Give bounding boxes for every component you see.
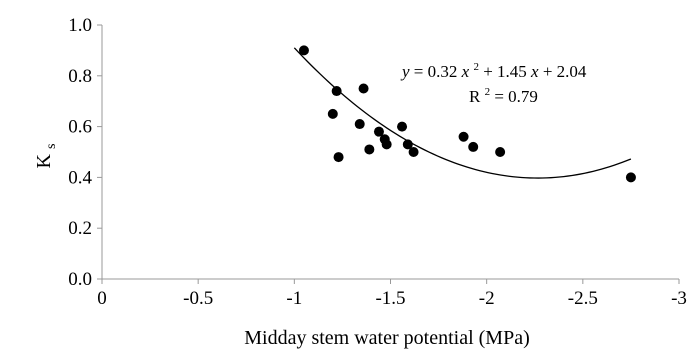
- x-tick-label: -2.5: [568, 288, 598, 309]
- r-squared: R 2 = 0.79: [469, 80, 538, 106]
- y-axis-title: K s: [33, 144, 59, 169]
- x-tick-label: -1.5: [375, 288, 405, 309]
- r2-sup: 2: [485, 86, 491, 98]
- data-point: [298, 45, 309, 56]
- trendline: [293, 47, 632, 179]
- y-title-main: K: [33, 153, 55, 168]
- data-point: [397, 121, 408, 132]
- data-point: [402, 139, 413, 150]
- data-point: [495, 147, 506, 157]
- y-tick-label: 0.6: [68, 117, 92, 138]
- data-points: [298, 45, 636, 183]
- y-tick-label: 0.0: [68, 269, 92, 290]
- data-point: [458, 131, 469, 142]
- data-point: [333, 152, 344, 163]
- x-axis-ticks: 0 -0.5 -1 -1.5 -2 -2.5 -3: [97, 279, 687, 309]
- eq-x1: x: [461, 62, 470, 81]
- data-point: [468, 141, 479, 152]
- eq-part3: + 2.04: [543, 62, 587, 81]
- data-point: [408, 147, 419, 157]
- eq-part2: + 1.45: [483, 62, 527, 81]
- data-point: [625, 172, 636, 183]
- data-point: [364, 144, 375, 155]
- data-point: [327, 108, 338, 119]
- x-tick-label: -2: [479, 288, 495, 309]
- data-point: [331, 86, 342, 97]
- x-axis-title: Midday stem water potential (MPa): [244, 327, 530, 349]
- y-tick-label: 0.2: [68, 218, 92, 239]
- y-axis-ticks: 0.0 0.2 0.4 0.6 0.8 1.0: [68, 15, 102, 290]
- r2-label: R: [469, 87, 481, 106]
- y-title-sub: s: [44, 144, 59, 149]
- eq-y: y: [400, 62, 410, 81]
- data-point: [381, 139, 392, 150]
- eq-part1: = 0.32: [414, 62, 458, 81]
- y-tick-label: 0.8: [68, 66, 92, 87]
- eq-x2: x: [530, 62, 539, 81]
- y-tick-label: 0.4: [68, 167, 92, 188]
- x-tick-label: -1: [286, 288, 302, 309]
- data-point: [354, 119, 365, 130]
- x-tick-label: 0: [97, 288, 107, 309]
- x-tick-label: -3: [671, 288, 687, 309]
- x-tick-label: -0.5: [183, 288, 213, 309]
- eq-sup2: 2: [473, 61, 479, 73]
- y-tick-label: 1.0: [68, 15, 92, 36]
- data-point: [373, 126, 384, 137]
- fit-equation: y = 0.32 x 2 + 1.45 x + 2.04: [400, 55, 587, 81]
- data-point: [358, 83, 369, 94]
- r2-value: = 0.79: [494, 87, 538, 106]
